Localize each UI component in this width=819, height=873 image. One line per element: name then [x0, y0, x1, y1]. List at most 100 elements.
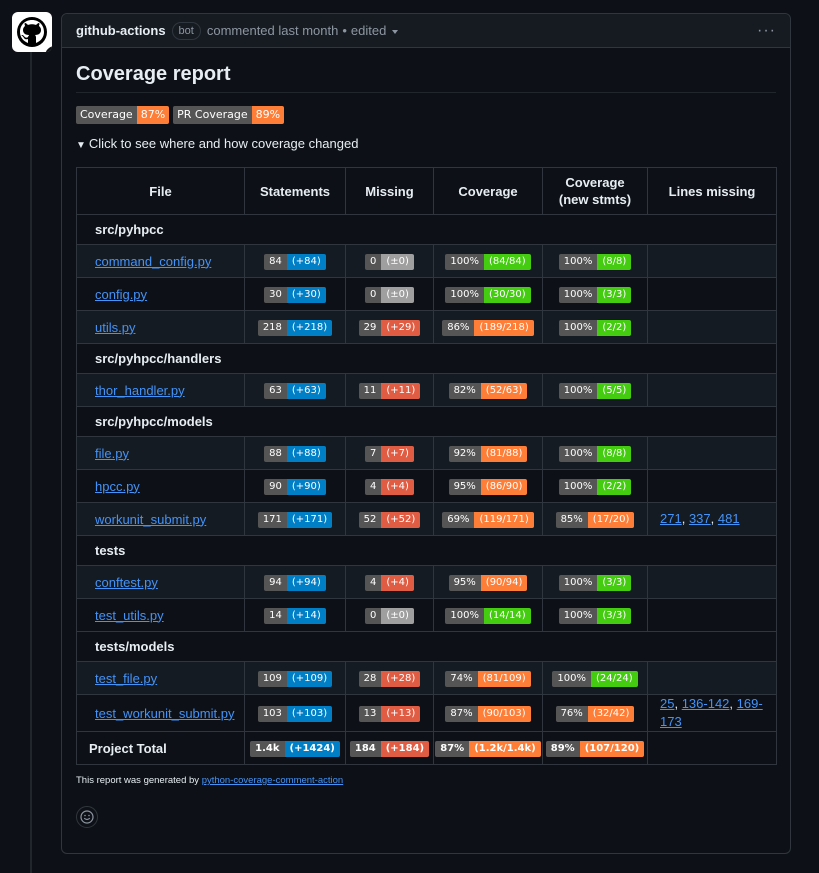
pill-value: 4 — [365, 575, 382, 591]
pill-value: 1.4k — [250, 741, 285, 757]
file-link[interactable]: command_config.py — [95, 253, 212, 269]
total-lines-cell — [647, 731, 777, 765]
coverage-new-cell: 100% (2/2) — [542, 310, 648, 344]
report-footer: This report was generated by python-cove… — [76, 775, 776, 786]
table-row: test_utils.py 14 (+14) 0 (±0) 100% (14/14) 100%… — [76, 598, 777, 632]
pill-delta: (+30) — [286, 287, 326, 303]
file-link[interactable]: hpcc.py — [95, 478, 140, 494]
avatar[interactable] — [12, 12, 52, 52]
pill-value: 100% — [558, 608, 598, 624]
pill-delta: (+11) — [381, 383, 421, 399]
line-link[interactable]: 25 — [660, 696, 675, 711]
pill-value: 87% — [435, 741, 470, 757]
pill-delta: (±0) — [381, 608, 414, 624]
file-link[interactable]: test_workunit_submit.py — [95, 705, 235, 721]
coverage-badge: 100% (84/84) — [445, 254, 531, 270]
group-name: src/pyhpcc/handlers — [76, 343, 777, 374]
table-row: test_workunit_submit.py 103 (+103) 13 (+13) 8… — [76, 694, 777, 732]
statements-badge: 1.4k (+1424) — [250, 741, 340, 757]
coverage-new-cell: 100% (5/5) — [542, 373, 648, 407]
total-missing-cell: 184 (+184) — [345, 731, 434, 765]
coverage-badge: 69% (119/171) — [442, 512, 534, 528]
lines-missing-cell — [647, 598, 777, 632]
pill-value: 100% — [558, 446, 598, 462]
file-link[interactable]: workunit_submit.py — [95, 511, 207, 527]
pill-value: 100% — [445, 608, 484, 624]
file-link[interactable]: conftest.py — [95, 574, 158, 590]
coverage-badge: 87% (1.2k/1.4k) — [435, 741, 541, 757]
pill-delta: (+14) — [286, 608, 326, 624]
file-link[interactable]: config.py — [95, 286, 148, 302]
line-link[interactable]: 169- 173 — [660, 696, 763, 729]
file-link[interactable]: test_utils.py — [95, 607, 164, 623]
pill-value: 100% — [558, 320, 598, 336]
comment-box: github-actions bot commented last month … — [61, 13, 791, 854]
missing-cell: 13 (+13) — [345, 694, 434, 732]
line-link[interactable]: 337 — [688, 511, 711, 526]
pill-delta: (24/24) — [590, 671, 638, 687]
pill-value: 88 — [264, 446, 287, 462]
lines-missing-cell — [647, 436, 777, 470]
file-link[interactable]: file.py — [95, 445, 129, 461]
pill-delta: (3/3) — [597, 287, 632, 303]
pill-delta: (1.2k/1.4k) — [469, 741, 541, 757]
statements-badge: 171 (+171) — [257, 512, 333, 528]
line-link[interactable]: 271 — [660, 511, 682, 526]
pill-value: 103 — [257, 706, 287, 722]
pill-delta: (±0) — [381, 287, 414, 303]
total-coverage-cell: 87% (1.2k/1.4k) — [433, 731, 543, 765]
coverage-new-badge: 85% (17/20) — [555, 512, 635, 528]
coverage-badge: 95% (90/94) — [448, 575, 528, 591]
line-link[interactable]: 136-142 — [681, 696, 730, 711]
comment-timestamp[interactable]: commented last month — [206, 23, 339, 38]
pill-delta: (+4) — [381, 479, 414, 495]
table-row: conftest.py 94 (+94) 4 (+4) 95% (90/94) 100% (3/… — [76, 565, 777, 599]
add-reaction-button[interactable] — [76, 806, 98, 828]
line-link[interactable]: 481 — [717, 511, 740, 526]
pill-delta: (+103) — [286, 706, 333, 722]
missing-badge: 0 (±0) — [365, 608, 414, 624]
pill-delta: (+28) — [381, 671, 421, 687]
total-label: Project Total — [76, 731, 245, 765]
pill-value: 100% — [558, 575, 598, 591]
file-link[interactable]: thor_handler.py — [95, 382, 185, 398]
table-row: config.py 30 (+30) 0 (±0) 100% (30/30) 100% (3/3… — [76, 277, 777, 311]
header-coverage-new: Coverage (new stmts) — [542, 167, 648, 215]
more-options-button[interactable]: ··· — [757, 21, 776, 39]
details-summary[interactable]: ▼ Click to see where and how coverage cha… — [76, 136, 776, 151]
coverage-table: File Statements Missing Coverage Coverag… — [76, 167, 777, 765]
statements-cell: 90 (+90) — [244, 469, 346, 503]
pill-delta: (81/109) — [477, 671, 531, 687]
coverage-cell: 95% (86/90) — [433, 469, 543, 503]
coverage-badge: 87% (90/103) — [445, 706, 531, 722]
missing-cell: 4 (+4) — [345, 469, 434, 503]
smiley-icon — [80, 810, 94, 824]
badge-value: 87% — [136, 106, 170, 124]
author-name[interactable]: github-actions — [76, 23, 166, 38]
missing-cell: 0 (±0) — [345, 277, 434, 311]
pill-value: 87% — [445, 706, 478, 722]
coverage-badge: 86% (189/218) — [442, 320, 534, 336]
edited-dropdown[interactable]: edited — [351, 23, 399, 38]
pill-value: 74% — [445, 671, 478, 687]
file-link[interactable]: test_file.py — [95, 670, 158, 686]
pill-delta: (86/90) — [480, 479, 528, 495]
pill-value: 89% — [545, 741, 580, 757]
lines-missing-cell — [647, 310, 777, 344]
coverage-cell: 92% (81/88) — [433, 436, 543, 470]
pill-value: 0 — [365, 254, 382, 270]
statements-cell: 218 (+218) — [244, 310, 346, 344]
footer-link[interactable]: python-coverage-comment-action — [201, 775, 344, 786]
pill-delta: (+4) — [381, 575, 414, 591]
coverage-cell: 86% (189/218) — [433, 310, 543, 344]
pill-delta: (3/3) — [597, 608, 632, 624]
pill-value: 184 — [349, 741, 381, 757]
pill-delta: (8/8) — [597, 254, 632, 270]
coverage-new-cell: 100% (3/3) — [542, 565, 648, 599]
pill-delta: (8/8) — [597, 446, 632, 462]
coverage-cell: 95% (90/94) — [433, 565, 543, 599]
group-name: src/pyhpcc — [76, 214, 777, 245]
coverage-new-cell: 100% (2/2) — [542, 469, 648, 503]
pill-value: 7 — [365, 446, 382, 462]
file-link[interactable]: utils.py — [95, 319, 136, 335]
